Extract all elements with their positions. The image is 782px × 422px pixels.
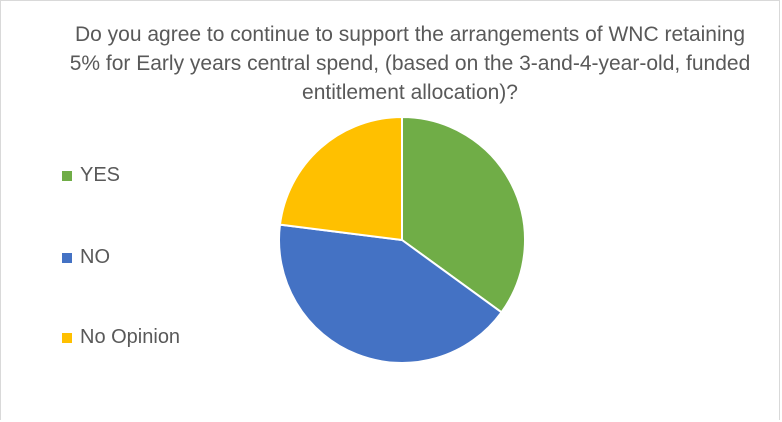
legend-item-no-opinion: No Opinion (62, 326, 180, 349)
legend-label-no: NO (80, 246, 110, 268)
legend-swatch-yes (62, 170, 72, 181)
legend-item-no: NO (62, 246, 110, 269)
legend-item-yes: YES (62, 164, 120, 187)
legend-swatch-no (62, 252, 72, 263)
chart-title: Do you agree to continue to support the … (69, 23, 751, 104)
legend-swatch-no-opinion (62, 332, 72, 343)
legend-label-no-opinion: No Opinion (80, 326, 181, 348)
pie-slice-no (278, 223, 503, 364)
legend-label-yes: YES (80, 164, 121, 186)
pie-slice-no-opinion (278, 115, 403, 242)
pie-slice-yes (401, 115, 526, 314)
